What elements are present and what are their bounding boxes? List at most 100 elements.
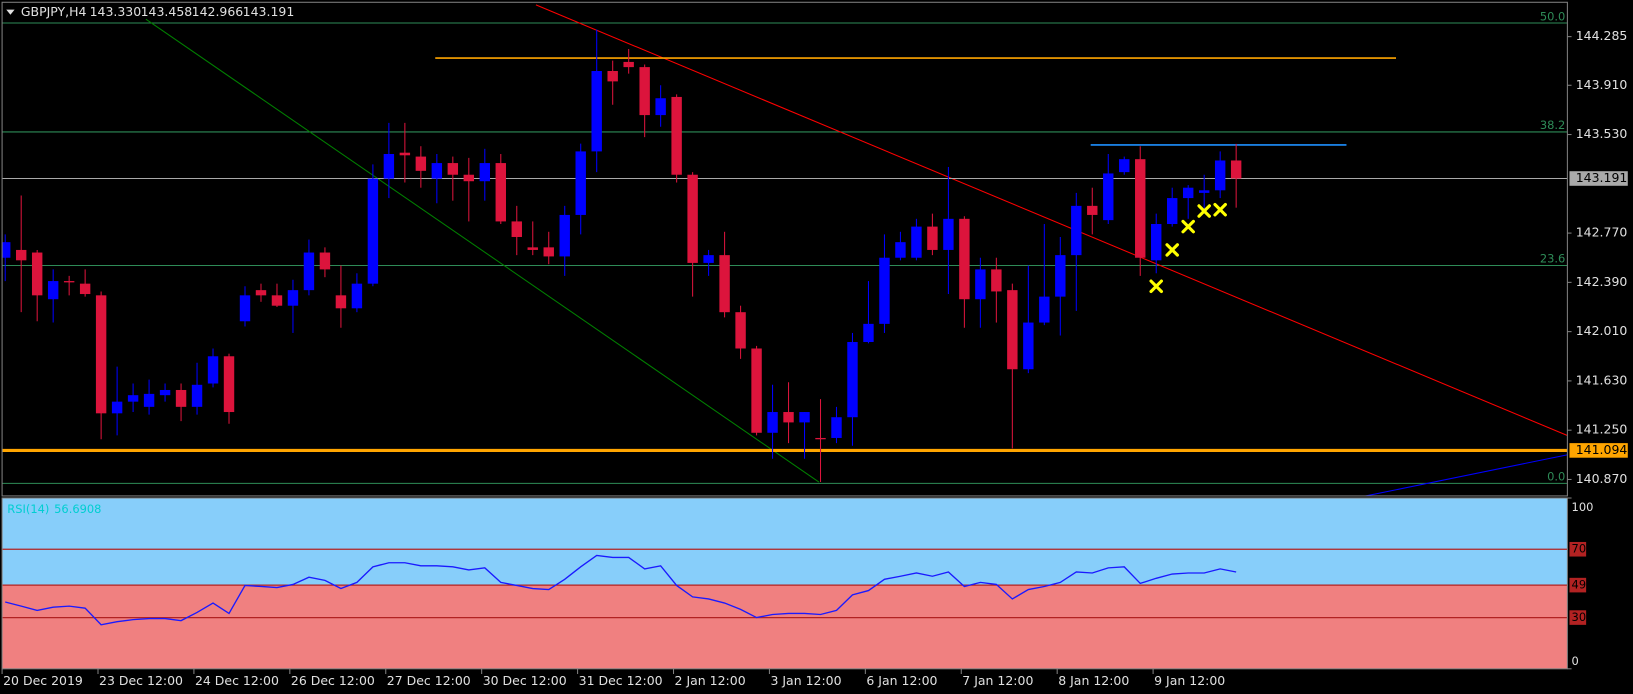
candle-body [367,178,379,284]
candle-body [687,174,698,263]
y-tick-label: 70 [1572,542,1587,556]
x-tick-label: 26 Dec 12:00 [291,673,375,688]
y-tick-label: 140.870 [1576,471,1628,486]
candle-body [607,71,618,82]
candle-body [943,218,954,250]
candle-body [175,389,187,407]
candle-body [623,61,634,68]
candle-body [319,252,331,270]
indicator-value: 56.6908 [54,502,101,516]
candle-body [431,163,443,179]
trend-line [535,4,1568,436]
x-tick-label: 7 Jan 12:00 [962,673,1033,688]
candle-body [671,96,682,175]
candle-body [959,218,970,300]
candle-body [975,269,986,300]
candle-body [863,323,874,343]
candle-body [847,342,858,418]
candle-body [1023,322,1034,370]
x-tick-label: 20 Dec 2019 [3,673,83,688]
fibo-label: 38.2 [1540,118,1565,132]
cross-marker [1149,279,1163,294]
candle-body [1214,160,1226,191]
candle-body [47,281,59,300]
candle-body [879,257,890,324]
candle-body [1151,224,1162,261]
candle-body [1198,190,1210,193]
candle-body [143,393,155,407]
candle-body [575,151,586,215]
x-tick-label: 2 Jan 12:00 [675,673,746,688]
candle-body [895,242,906,258]
menu-arrow[interactable] [6,9,15,15]
y-tick-label: 144.285 [1576,28,1628,43]
candle-body [703,255,714,263]
candle-body [751,348,762,433]
candle-body [207,356,219,384]
ohlc-label: 142.966 [192,4,244,19]
candle-body [1087,205,1098,215]
main-panel: 50.0 38.2 23.6 0.0 [2,4,1568,496]
candle-body [543,247,554,257]
trend-line [1363,454,1568,496]
candle-body [927,226,938,250]
level-box [1569,443,1628,458]
candle-body [399,152,411,156]
candle-body [255,290,267,296]
y-tick-label: 100 [1572,500,1594,514]
candle-body [495,163,506,222]
y-tick-label: 143.910 [1576,77,1628,92]
ohlc-label: 143.330 [90,4,142,19]
cross-marker [1181,219,1195,234]
candle-body [735,312,746,349]
y-tick-label: 141.630 [1576,372,1628,387]
x-tick-label: 23 Dec 12:00 [99,673,183,688]
x-tick-label: 24 Dec 12:00 [195,673,279,688]
candle-body [655,98,666,116]
rsi-frame [1,497,1568,670]
indicator-title: RSI(14) [7,502,49,516]
candle-body [1103,173,1114,221]
y-tick-label: 143.530 [1576,126,1628,141]
candle-body [831,417,842,438]
candle-body [95,295,107,414]
candle-body [1007,290,1018,370]
candle-body [31,252,43,296]
candle-body [479,163,491,182]
upper-zone [2,498,1568,586]
x-tick-label: 30 Dec 12:00 [483,673,567,688]
candle-body [991,269,1002,292]
symbol-label: GBPJPY,H4 [21,4,87,19]
fibo-label: 23.6 [1540,252,1565,266]
fibo-label: 0.0 [1547,470,1565,484]
candle-body [1119,159,1130,173]
candle-body [447,163,459,175]
ohlc-label: 143.191 [243,4,295,19]
candle-body [1055,255,1066,297]
current-price-label: 143.191 [1576,170,1628,185]
main-frame [1,1,1568,497]
candle-body [767,412,778,433]
candle-body [159,389,171,396]
candle-body [1071,205,1082,256]
x-tick-label: 8 Jan 12:00 [1058,673,1129,688]
y-tick-label: 142.010 [1576,323,1628,338]
candle-body [63,281,75,283]
candle-body [383,153,395,179]
candle-body [911,226,922,258]
candle-body [783,412,794,423]
candle-body [351,283,363,309]
cross-marker [1213,202,1227,217]
x-tick-label: 31 Dec 12:00 [579,673,663,688]
candle-body [463,174,475,182]
candle-body [1167,198,1178,225]
candle-body [1039,296,1050,323]
y-tick-label: 142.390 [1576,274,1628,289]
candle-body [287,290,299,306]
candle-body [335,295,347,309]
candle-body [559,214,570,257]
candle-body [719,255,730,313]
x-tick-label: 6 Jan 12:00 [866,673,937,688]
